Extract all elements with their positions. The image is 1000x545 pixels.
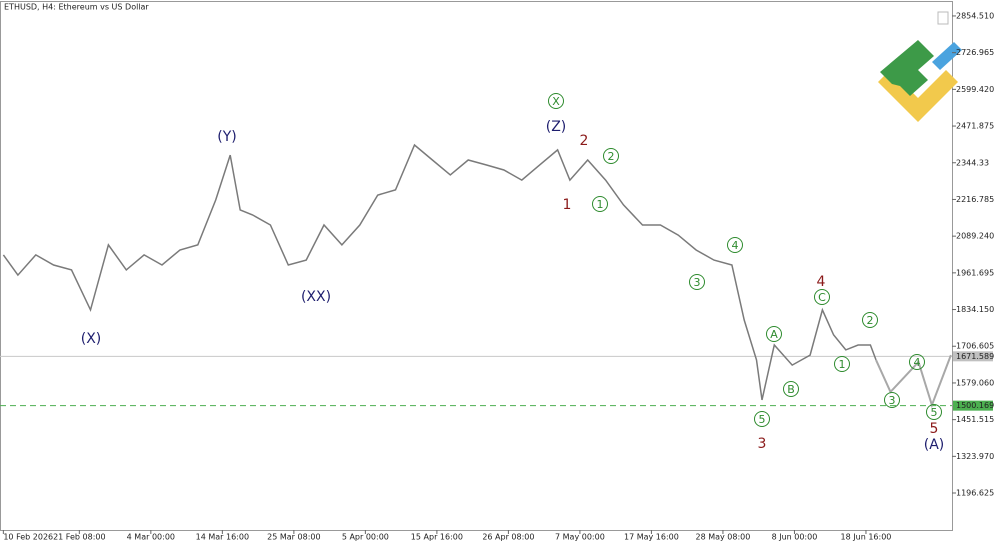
x-tick-label: 8 Jun 00:00 (772, 533, 818, 542)
wave-label: (X) (81, 331, 102, 347)
wave-label: A (770, 328, 778, 341)
wave-circle (689, 274, 705, 290)
wave-circle (592, 196, 608, 212)
wave-label: 2 (608, 150, 615, 163)
wave-circle (603, 148, 619, 164)
wave-label: 3 (758, 436, 767, 452)
x-tick-label: 26 Apr 08:00 (482, 533, 534, 542)
wave-circle (909, 354, 925, 370)
y-tick-label: 2726.965 (956, 48, 994, 57)
wave-label: 4 (732, 239, 739, 252)
y-tick-label: 1451.515 (956, 415, 994, 424)
wave-label: 1 (597, 198, 604, 211)
wave-label: 4 (817, 274, 826, 290)
wave-label: (XX) (301, 289, 331, 305)
y-tick-label: 2854.510 (956, 11, 994, 20)
x-tick-label: 25 Mar 08:00 (267, 533, 320, 542)
x-tick-label: 21 Feb 08:00 (53, 533, 105, 542)
wave-circle (754, 411, 770, 427)
wave-label: (Z) (546, 119, 567, 135)
wave-circle (548, 93, 564, 109)
price-tag (953, 400, 993, 411)
chart-title: ETHUSD, H4: Ethereum vs US Dollar (4, 3, 149, 12)
x-tick-label: 4 Mar 00:00 (127, 533, 175, 542)
y-tick-label: 2344.33 (956, 158, 989, 167)
x-tick-label: 15 Apr 16:00 (411, 533, 463, 542)
y-tick-label: 2216.785 (956, 195, 994, 204)
x-tick-label: 5 Apr 00:00 (342, 533, 389, 542)
wave-circle (884, 392, 900, 408)
y-tick-label: 1834.150 (956, 305, 994, 314)
y-tick-label: 1706.605 (956, 342, 994, 351)
wave-label: 2 (867, 314, 874, 327)
x-tick-label: 14 Mar 16:00 (196, 533, 249, 542)
x-tick-label: 18 Jun 16:00 (841, 533, 892, 542)
price-tag-label: 1500.169 (956, 401, 994, 410)
x-tick-label: 28 May 08:00 (696, 533, 751, 542)
wave-label: 5 (930, 421, 939, 437)
y-tick-label: 1196.625 (956, 488, 994, 497)
price-line-series (2, 143, 877, 401)
wave-label: 1 (839, 358, 846, 371)
wave-circle (814, 289, 830, 305)
wave-label: 3 (889, 394, 896, 407)
plot-frame (0, 1, 953, 531)
x-tick-label: 17 May 16:00 (624, 533, 679, 542)
y-tick-label: 1323.970 (956, 452, 994, 461)
wave-circle (727, 237, 743, 253)
wave-circle (783, 381, 799, 397)
wave-label: C (818, 291, 826, 304)
y-tick-label: 2089.240 (956, 232, 994, 241)
wave-label: 2 (580, 133, 589, 149)
wave-circle (834, 356, 850, 372)
wave-circle (862, 312, 878, 328)
price-tag-label: 1671.589 (956, 352, 994, 361)
y-tick-label: 2471.875 (956, 122, 994, 131)
wave-label: 5 (931, 406, 938, 419)
wave-label: 1 (563, 197, 572, 213)
wave-label: 5 (759, 413, 766, 426)
wave-label: 3 (694, 276, 701, 289)
x-tick-label: 10 Feb 2026 (3, 533, 53, 542)
wave-label: B (787, 383, 795, 396)
price-tag (953, 351, 993, 362)
wave-label: 4 (914, 356, 921, 369)
wave-label: (Y) (217, 129, 236, 145)
wave-label: (A) (924, 437, 945, 453)
wave-circle (766, 326, 782, 342)
x-tick-label: 7 May 00:00 (555, 533, 605, 542)
logo (878, 40, 962, 122)
y-tick-label: 1579.060 (956, 378, 994, 387)
y-tick-label: 2599.420 (956, 85, 994, 94)
trade-button[interactable] (937, 11, 949, 25)
y-tick-label: 1961.695 (956, 268, 994, 277)
wave-label: X (552, 95, 560, 108)
wave-circle (926, 404, 942, 420)
forecast-path (875, 354, 952, 409)
